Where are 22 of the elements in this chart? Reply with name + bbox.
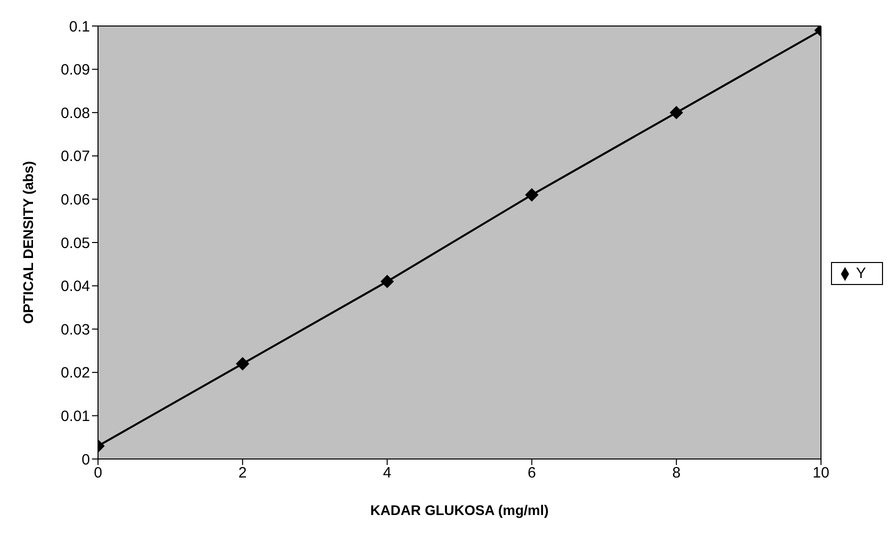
x-tick-label: 0	[94, 464, 102, 482]
x-tick-label: 6	[528, 464, 536, 482]
point	[525, 188, 538, 202]
point	[380, 274, 394, 288]
x-tick-label: 8	[672, 464, 681, 482]
y-tick-label: 0.1	[69, 18, 90, 36]
y-tick-label: 0.03	[60, 321, 90, 338]
y-tick-label: 0.02	[60, 364, 90, 382]
x-axis-title: KADAR GLUKOSA (mg/ml)	[370, 502, 549, 518]
y-tick-label: 0.04	[60, 278, 90, 296]
y-tick-label: 0.06	[60, 192, 90, 209]
y-tick-label: 0.08	[60, 104, 90, 122]
y-axis-title: OPTICAL DENSITY (abs)	[20, 161, 36, 324]
x-tick-label: 4	[383, 464, 392, 482]
x-tick-label: 2	[238, 464, 247, 482]
y-tick-label: 0.01	[60, 408, 90, 426]
y-tick-label: 0.09	[60, 62, 90, 79]
y-tick-label: 0.05	[60, 234, 90, 252]
legend-label: Y	[856, 265, 866, 282]
x-tick-label: 10	[812, 464, 830, 482]
y-tick-label: 0	[82, 451, 90, 468]
y-tick-label: 0.07	[60, 148, 90, 166]
